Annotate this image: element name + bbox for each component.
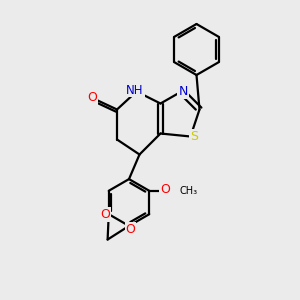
Text: O: O bbox=[87, 91, 97, 104]
Text: O: O bbox=[100, 208, 110, 221]
Text: O: O bbox=[126, 223, 135, 236]
Text: S: S bbox=[190, 130, 198, 143]
Text: N: N bbox=[178, 85, 188, 98]
Text: O: O bbox=[160, 183, 170, 196]
Text: CH₃: CH₃ bbox=[179, 186, 197, 196]
Text: NH: NH bbox=[126, 83, 144, 97]
